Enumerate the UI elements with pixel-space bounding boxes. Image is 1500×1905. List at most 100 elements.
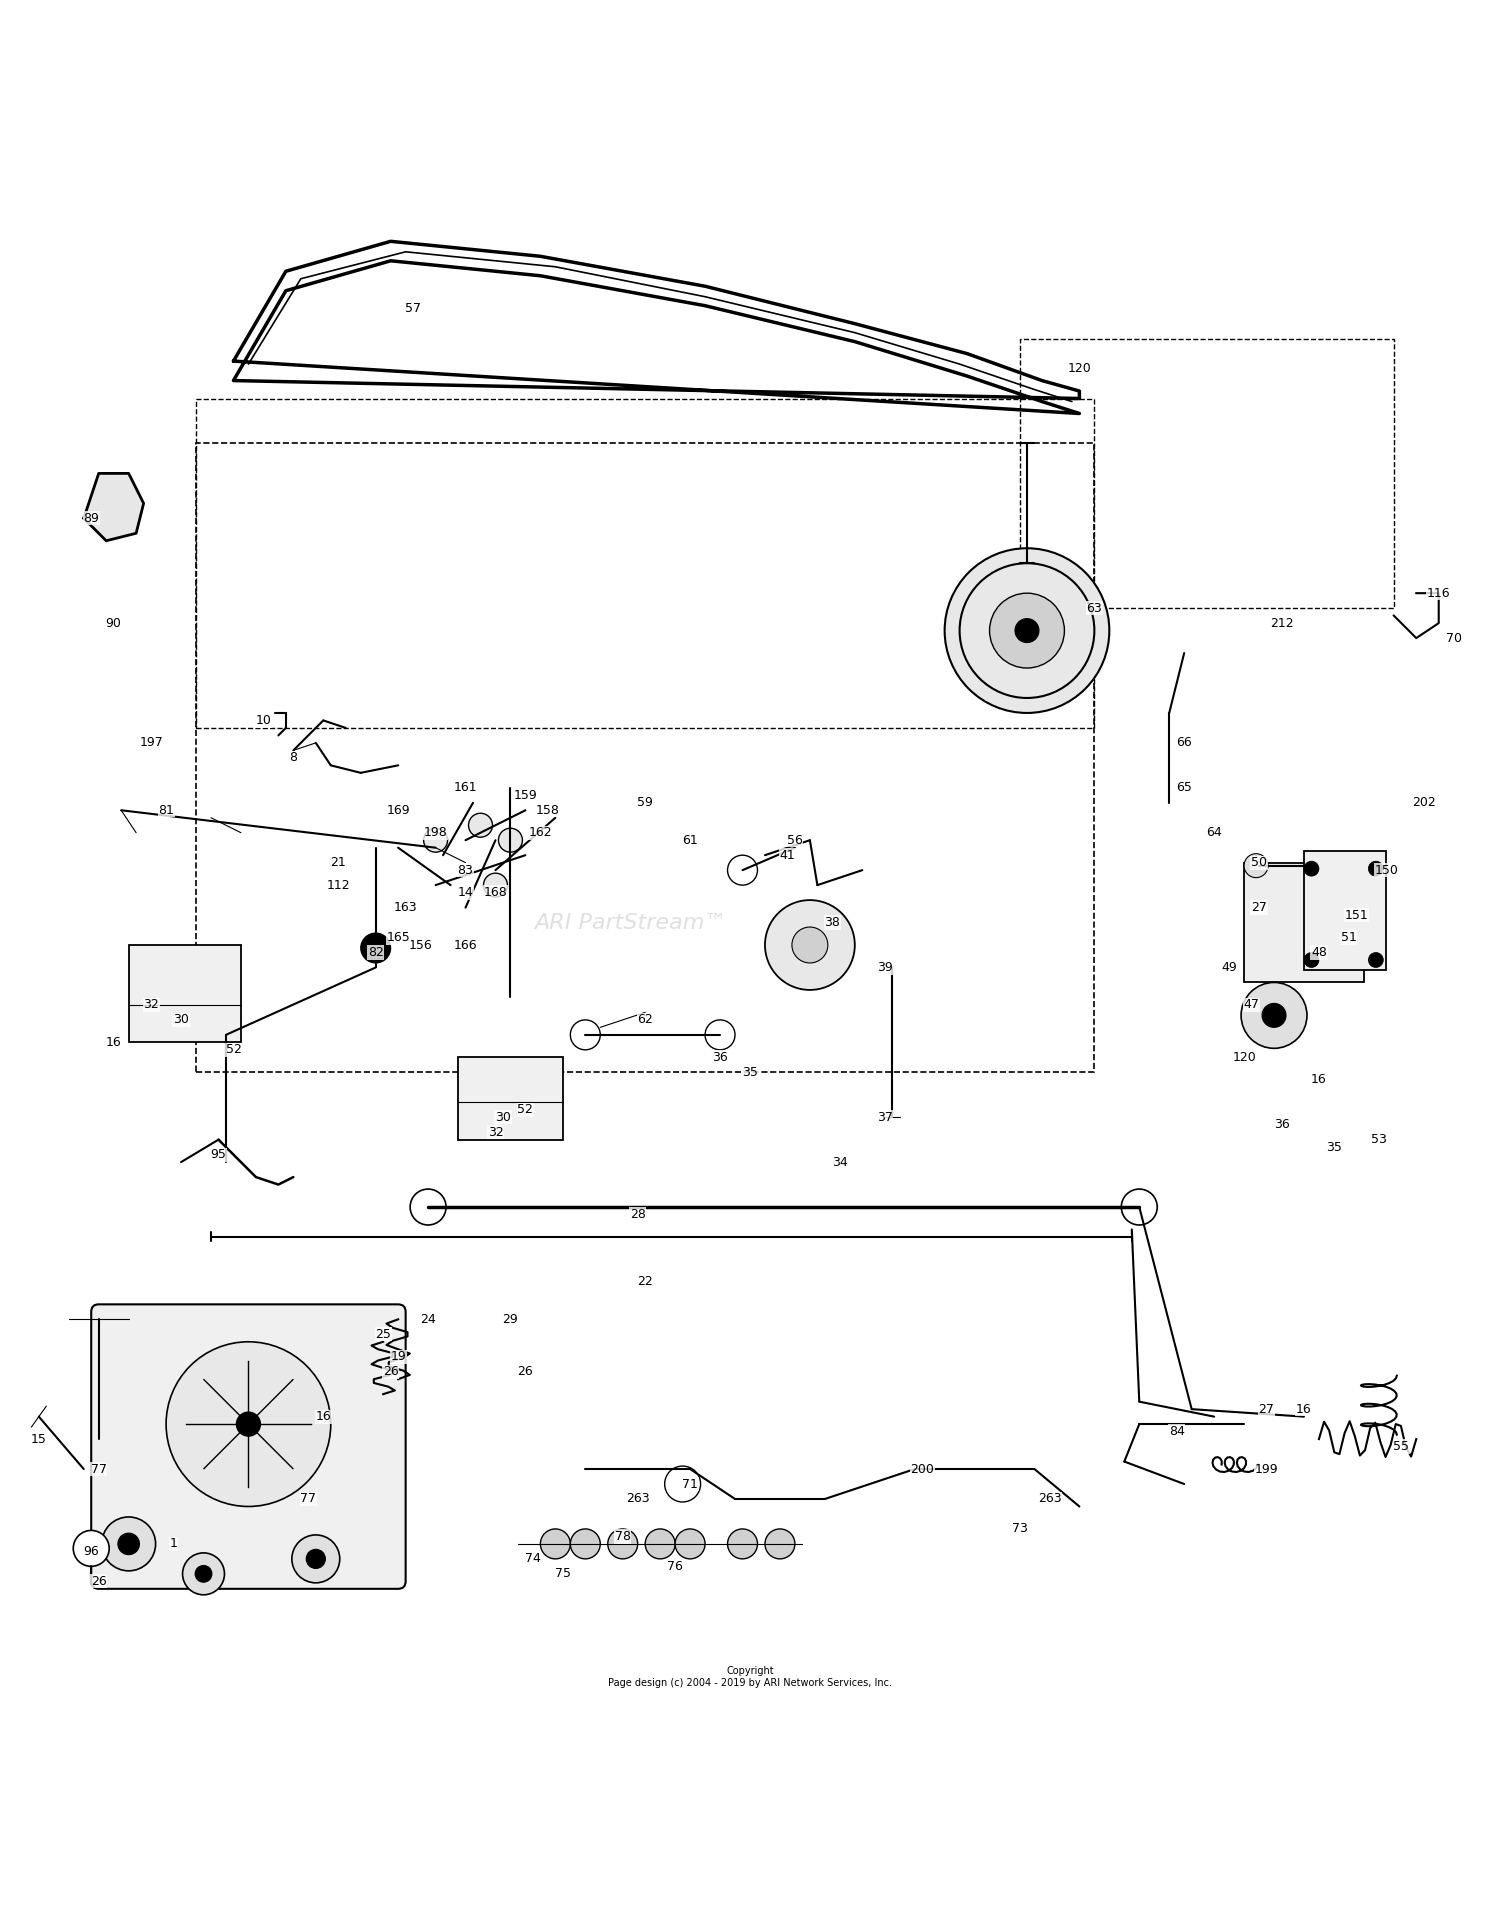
- Circle shape: [1016, 619, 1040, 642]
- Text: 159: 159: [513, 789, 537, 802]
- FancyBboxPatch shape: [1304, 852, 1386, 970]
- Text: 162: 162: [528, 827, 552, 840]
- Circle shape: [792, 928, 828, 964]
- Bar: [196, 444, 1095, 1073]
- Text: 30: 30: [495, 1111, 512, 1124]
- Circle shape: [765, 1530, 795, 1558]
- Text: 166: 166: [453, 939, 477, 951]
- Text: 73: 73: [1011, 1522, 1028, 1535]
- Text: 35: 35: [1326, 1141, 1342, 1154]
- Circle shape: [306, 1549, 326, 1568]
- Text: 96: 96: [84, 1545, 99, 1558]
- Text: 116: 116: [1426, 587, 1450, 600]
- Circle shape: [765, 899, 855, 991]
- Text: 75: 75: [555, 1568, 572, 1581]
- Circle shape: [1304, 861, 1318, 876]
- Text: 263: 263: [1038, 1492, 1062, 1505]
- Circle shape: [292, 1535, 340, 1583]
- Text: 14: 14: [458, 886, 474, 899]
- Text: 35: 35: [742, 1065, 758, 1078]
- Text: 169: 169: [387, 804, 410, 817]
- Text: 156: 156: [408, 939, 432, 951]
- Text: Copyright: Copyright: [726, 1667, 774, 1676]
- Text: 39: 39: [878, 960, 892, 973]
- Text: Page design (c) 2004 - 2019 by ARI Network Services, Inc.: Page design (c) 2004 - 2019 by ARI Netwo…: [608, 1678, 892, 1688]
- Text: 65: 65: [1176, 781, 1192, 794]
- Text: 77: 77: [300, 1492, 316, 1505]
- Text: 120: 120: [1232, 1052, 1256, 1063]
- Bar: [129, 945, 242, 1042]
- Text: 89: 89: [84, 512, 99, 524]
- Text: 22: 22: [638, 1274, 652, 1288]
- Text: 53: 53: [1371, 1133, 1388, 1147]
- Circle shape: [675, 1530, 705, 1558]
- Text: 49: 49: [1221, 960, 1238, 973]
- Text: 81: 81: [158, 804, 174, 817]
- Text: 158: 158: [536, 804, 560, 817]
- Circle shape: [1304, 952, 1318, 968]
- Text: 74: 74: [525, 1553, 542, 1566]
- FancyBboxPatch shape: [92, 1305, 405, 1589]
- Bar: [1020, 339, 1394, 608]
- Circle shape: [705, 1019, 735, 1050]
- Text: 200: 200: [910, 1463, 934, 1476]
- Text: 28: 28: [630, 1208, 645, 1221]
- Text: 47: 47: [1244, 998, 1260, 1012]
- Circle shape: [1240, 983, 1306, 1048]
- Circle shape: [1368, 861, 1383, 876]
- Circle shape: [74, 1530, 110, 1566]
- Text: 26: 26: [382, 1366, 399, 1377]
- Circle shape: [664, 1467, 700, 1501]
- Circle shape: [468, 813, 492, 836]
- Text: 27: 27: [1258, 1402, 1275, 1415]
- Text: 27: 27: [1251, 901, 1268, 914]
- Text: 34: 34: [833, 1156, 848, 1168]
- Text: 63: 63: [1086, 602, 1102, 615]
- Text: 32: 32: [142, 998, 159, 1012]
- Text: 52: 52: [225, 1044, 242, 1055]
- Text: 32: 32: [488, 1126, 504, 1139]
- Circle shape: [960, 564, 1095, 697]
- Text: 61: 61: [682, 834, 698, 846]
- Text: 66: 66: [1176, 737, 1192, 749]
- Circle shape: [498, 829, 522, 852]
- Text: 29: 29: [503, 1313, 519, 1326]
- Text: 163: 163: [394, 901, 417, 914]
- Text: 150: 150: [1374, 863, 1398, 876]
- Text: 26: 26: [518, 1366, 534, 1377]
- Text: 161: 161: [453, 781, 477, 794]
- Text: 198: 198: [423, 827, 447, 840]
- Text: 21: 21: [330, 855, 346, 869]
- Text: 8: 8: [290, 751, 297, 764]
- Text: 52: 52: [518, 1103, 534, 1116]
- Circle shape: [570, 1530, 600, 1558]
- Text: 95: 95: [210, 1149, 226, 1162]
- Text: 16: 16: [315, 1410, 332, 1423]
- Text: 36: 36: [712, 1052, 728, 1063]
- Text: 120: 120: [1068, 362, 1092, 375]
- Bar: [458, 1057, 562, 1139]
- Bar: [1244, 863, 1364, 983]
- Text: 55: 55: [1394, 1440, 1410, 1454]
- Text: 90: 90: [105, 617, 122, 631]
- Circle shape: [1244, 853, 1268, 878]
- Circle shape: [540, 1530, 570, 1558]
- Circle shape: [608, 1530, 638, 1558]
- Text: 50: 50: [1251, 855, 1268, 869]
- Circle shape: [166, 1341, 332, 1507]
- Circle shape: [237, 1412, 261, 1436]
- Text: 78: 78: [615, 1530, 630, 1543]
- Circle shape: [570, 1019, 600, 1050]
- Text: 57: 57: [405, 303, 422, 314]
- Text: 15: 15: [32, 1433, 46, 1446]
- Text: 19: 19: [390, 1351, 406, 1364]
- Text: 25: 25: [375, 1328, 392, 1341]
- Text: ARI PartStream™: ARI PartStream™: [534, 912, 726, 933]
- Text: 36: 36: [1274, 1118, 1290, 1132]
- Circle shape: [645, 1530, 675, 1558]
- Text: 41: 41: [780, 850, 795, 861]
- Circle shape: [990, 592, 1065, 669]
- Text: 62: 62: [638, 1013, 652, 1027]
- Circle shape: [483, 872, 507, 897]
- Circle shape: [102, 1516, 156, 1572]
